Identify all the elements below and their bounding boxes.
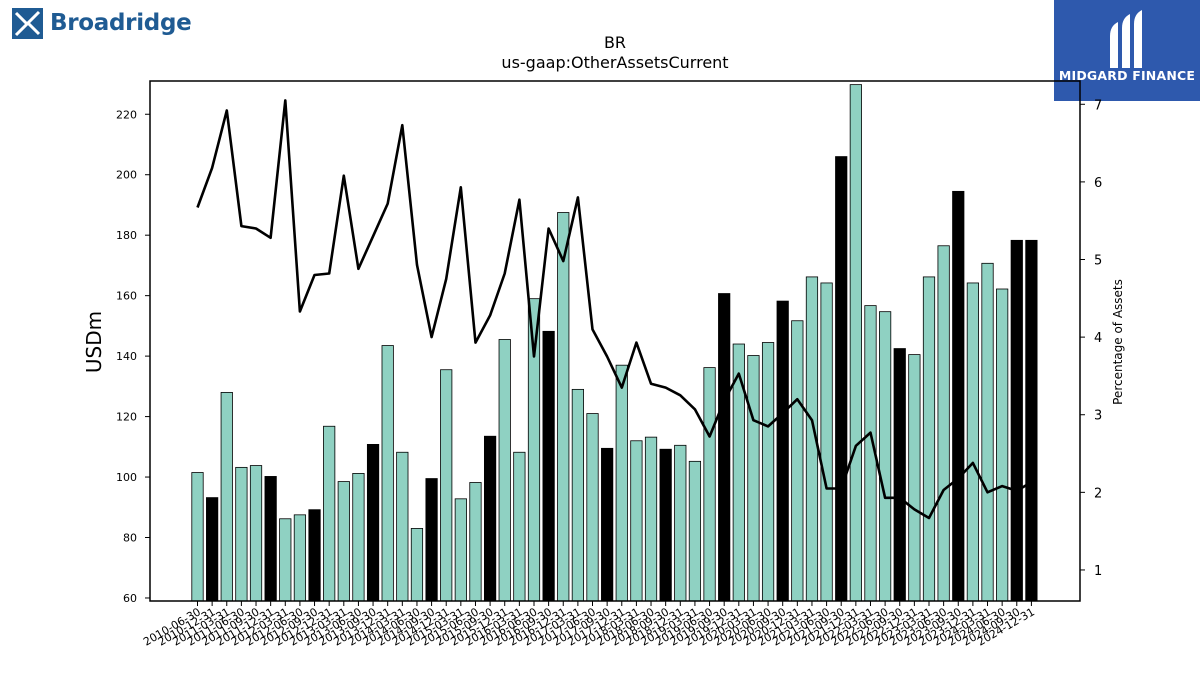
percentage-line-series (196, 99, 1033, 520)
y-tick-label: 180 (116, 229, 137, 242)
y2-tick-label: 6 (1094, 176, 1102, 191)
bar-2011-12-31 (279, 518, 292, 602)
y2-tick-label: 2 (1094, 486, 1102, 501)
bar-2019-06-30 (718, 293, 731, 602)
broadridge-logo-text: Broadridge (50, 10, 192, 36)
bar-2022-12-31 (922, 276, 936, 602)
y-tick-label: 80 (123, 532, 137, 545)
y-axis-ticks: 60 80 100 120 140 160 180 200 220 (116, 108, 150, 605)
bar-2012-12-31 (337, 481, 350, 602)
bar-2020-03-31 (761, 342, 775, 602)
percentage-line (196, 99, 1033, 520)
bar-2021-09-30 (849, 84, 862, 602)
bar-2020-09-30 (791, 320, 804, 602)
chart-subtitle: us-gaap:OtherAssetsCurrent (501, 53, 728, 72)
bar-2012-09-30 (323, 425, 336, 602)
bar-2023-09-30 (966, 282, 979, 602)
bar-2013-06-30 (366, 443, 380, 602)
bar-2014-12-31 (454, 498, 467, 602)
bar-2013-12-31 (396, 451, 409, 602)
bar-2019-03-31 (703, 367, 716, 602)
bar-2023-12-31 (981, 262, 994, 602)
bar-2024-03-31 (996, 288, 1009, 602)
bar-2022-03-31 (879, 311, 892, 602)
y-tick-label: 200 (116, 169, 137, 182)
midgard-finance-logo: MIDGARD FINANCE (1054, 0, 1200, 101)
bar-2012-06-30 (308, 509, 321, 602)
y-tick-label: 140 (116, 350, 137, 363)
bar-2014-03-31 (410, 528, 424, 602)
bar-2015-09-30 (498, 339, 511, 602)
bar-2013-03-31 (352, 473, 365, 602)
bar-2018-09-30 (674, 444, 687, 602)
bar-2015-06-30 (483, 435, 497, 602)
bar-2010-09-30 (206, 497, 219, 602)
bar-2011-09-30 (264, 476, 277, 602)
bar-2024-06-30 (1010, 239, 1023, 602)
y2-tick-label: 3 (1094, 409, 1102, 424)
broadridge-logo: Broadridge (12, 6, 192, 40)
bar-2012-03-31 (293, 514, 307, 602)
x-axis-ticks: 2010-06-302010-12-312011-03-312011-06-30… (141, 601, 1037, 649)
bar-2013-09-30 (381, 345, 394, 602)
bar-2017-03-31 (586, 413, 599, 602)
y2-tick-label: 4 (1094, 331, 1102, 346)
bar-2011-03-31 (235, 466, 248, 602)
y-tick-label: 220 (116, 108, 137, 121)
bar-2018-12-31 (688, 460, 702, 602)
y-tick-label: 60 (123, 592, 137, 605)
bar-2014-09-30 (440, 369, 453, 602)
y2-axis-ticks: 1 2 3 4 5 6 7 (1080, 98, 1102, 579)
bar-2024-09-30 (1025, 239, 1038, 602)
bar-2023-03-31 (937, 245, 950, 602)
y-tick-label: 120 (116, 411, 137, 424)
bar-2016-09-30 (557, 212, 570, 602)
y2-tick-label: 1 (1094, 564, 1102, 579)
y-tick-label: 100 (116, 471, 137, 484)
bar-2016-12-31 (571, 388, 584, 602)
bar-2015-12-31 (513, 451, 526, 602)
y-axis-label: USDm (82, 311, 106, 373)
bar-2023-06-30 (952, 190, 965, 602)
midgard-emblem-icon (1104, 10, 1150, 76)
bar-2016-06-30 (542, 330, 555, 602)
y2-tick-label: 7 (1094, 98, 1102, 113)
y2-tick-label: 5 (1094, 254, 1102, 269)
bar-2019-12-31 (747, 355, 760, 602)
bar-2021-06-30 (835, 156, 848, 602)
y-tick-label: 160 (116, 290, 137, 303)
bar-2015-03-31 (469, 482, 482, 602)
bar-2014-06-30 (425, 478, 438, 602)
bar-2017-06-30 (601, 447, 614, 602)
bar-2018-06-30 (659, 448, 672, 602)
bar-2010-06-30 (191, 472, 204, 602)
bar-2018-03-31 (644, 436, 658, 602)
bar-2010-12-31 (220, 391, 233, 602)
bar-2022-09-30 (908, 354, 921, 602)
y2-axis-label: Percentage of Assets (1111, 279, 1125, 405)
bar-series (191, 84, 1038, 602)
chart-title: BR (604, 33, 626, 52)
broadridge-logo-mark-icon (12, 7, 43, 39)
bar-2021-03-31 (820, 282, 833, 602)
bar-2022-06-30 (893, 348, 906, 602)
bar-2011-06-30 (249, 465, 263, 602)
bar-2017-12-31 (630, 440, 643, 602)
bar-2017-09-30 (615, 364, 628, 602)
plot-frame (149, 80, 1081, 602)
bar-2020-06-30 (776, 300, 789, 602)
midgard-finance-logo-text: MIDGARD FINANCE (1058, 68, 1196, 83)
